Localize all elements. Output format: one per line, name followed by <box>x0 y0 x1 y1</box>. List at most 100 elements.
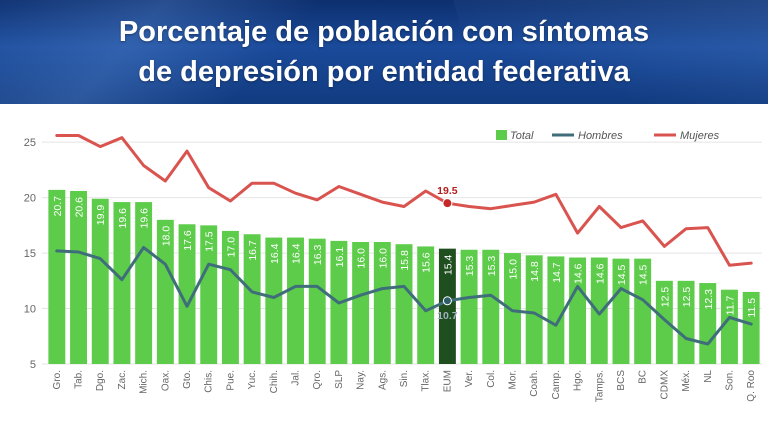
x-tick-label: Gro. <box>52 370 63 389</box>
bar-value-label: 15.3 <box>464 256 476 277</box>
bar-value-label: 19.9 <box>95 205 107 226</box>
bar-Camp. <box>547 256 565 364</box>
x-tick-label: Chih. <box>269 370 280 393</box>
y-tick-label: 20 <box>24 193 36 205</box>
bar-value-label: 18.0 <box>160 226 172 247</box>
legend-label-mujeres: Mujeres <box>680 130 720 142</box>
bar-BCS <box>612 258 630 364</box>
bar-value-label: 12.3 <box>703 289 715 310</box>
bar-labels: 20.7 20.6 19.9 19.6 19.6 18.0 17.6 17.5 17.0 16.7… <box>52 196 758 318</box>
bar-Oax. <box>156 219 174 364</box>
bar-value-label: 16.0 <box>377 248 389 269</box>
bar-BC <box>634 258 652 364</box>
legend-label-hombres: Hombres <box>578 130 623 142</box>
x-tick-label: Q. Roo <box>746 370 757 402</box>
bar-Dgo. <box>91 198 109 364</box>
bar-Yuc. <box>243 234 261 364</box>
bar-Mor. <box>504 253 521 364</box>
bar-value-label: 14.5 <box>616 264 628 285</box>
bar-Gro. <box>48 189 66 364</box>
bar-value-label: 17.5 <box>204 231 216 252</box>
page-title: Porcentaje de población con síntomas de … <box>0 12 768 92</box>
bar-Q. Roo <box>742 291 760 364</box>
bar-Zac. <box>113 202 131 364</box>
lines <box>55 134 753 346</box>
legend-swatch-total <box>496 130 507 140</box>
bar-value-label: 15.3 <box>486 256 498 277</box>
x-tick-label: Col. <box>486 370 497 388</box>
y-tick-label: 5 <box>30 359 36 371</box>
bar-Coah. <box>525 255 543 364</box>
x-tick-label: Camp. <box>551 370 562 399</box>
x-tick-label: Tlax. <box>421 370 432 392</box>
bar-value-label: 19.6 <box>139 208 151 229</box>
y-tick-label: 25 <box>24 137 36 149</box>
bar-Gto. <box>178 224 196 364</box>
bar-value-label: 16.0 <box>356 248 368 269</box>
depression-chart: 5 10 15 20 25 20.7 20.6 19.9 19.6 19.6 18.0 17.6 17… <box>24 130 762 403</box>
x-tick-label: Zac. <box>117 370 128 389</box>
bar-value-label: 15.6 <box>421 252 433 273</box>
title-line-2: de depresión por entidad federativa <box>138 56 630 88</box>
line-mujeres <box>55 134 753 267</box>
bar-value-label: 15.4 <box>442 254 454 275</box>
bar-Chis. <box>200 225 218 364</box>
bar-value-label: 16.4 <box>291 243 303 264</box>
bar-value-label: 16.1 <box>334 247 346 268</box>
x-tick-label: NL <box>703 370 714 383</box>
bar-Col. <box>482 249 500 364</box>
x-tick-label: CDMX <box>659 370 670 400</box>
bar-value-label: 15.8 <box>399 250 411 271</box>
bar-value-label: 19.6 <box>117 208 129 229</box>
title-banner: Porcentaje de población con síntomas de … <box>0 0 768 104</box>
x-tick-label: Gto. <box>182 370 193 389</box>
title-line-1: Porcentaje de población con síntomas <box>118 16 650 48</box>
x-tick-label: Coah. <box>529 370 540 397</box>
bars-total <box>48 189 760 364</box>
bar-value-label: 16.7 <box>247 240 259 261</box>
x-axis: Gro. Tab. Dgo. Zac. Mich. Oax. Gto. Chis. Pue. Yu… <box>52 370 757 403</box>
bar-Tlax. <box>417 246 435 364</box>
bar-Chih. <box>265 237 283 364</box>
y-axis: 5 10 15 20 25 <box>24 137 36 371</box>
bar-value-label: 12.5 <box>659 287 671 308</box>
bar-value-label: 14.6 <box>594 263 606 284</box>
bar-Méx. <box>677 280 695 364</box>
bar-Ags. <box>373 242 391 364</box>
x-tick-label: Pue. <box>225 370 236 391</box>
bar-CDMX <box>655 280 673 364</box>
x-tick-label: Hgo. <box>573 370 584 391</box>
x-tick-label: Dgo. <box>95 370 106 391</box>
x-tick-label: Ags. <box>377 370 388 390</box>
x-tick-label: EUM <box>442 370 453 392</box>
x-tick-label: Oax. <box>160 370 171 391</box>
bar-Tab. <box>70 190 88 364</box>
bar-Sin. <box>395 244 413 364</box>
bar-value-label: 14.6 <box>573 263 585 284</box>
bar-value-label: 14.8 <box>529 261 541 282</box>
bar-value-label: 20.6 <box>74 197 86 218</box>
bar-Nay. <box>352 242 370 364</box>
x-tick-label: Jal. <box>291 370 302 386</box>
marker-hombres <box>442 296 452 306</box>
bar-value-label: 14.7 <box>551 262 563 283</box>
bar-Tamps. <box>590 257 608 364</box>
bar-value-label: 15.0 <box>507 259 519 280</box>
y-tick-label: 10 <box>24 304 36 316</box>
bar-value-label: 17.6 <box>182 230 194 251</box>
x-tick-label: Méx. <box>681 370 692 392</box>
bar-value-label: 16.3 <box>312 245 324 266</box>
bar-value-label: 12.5 <box>681 287 693 308</box>
x-tick-label: Nay. <box>356 370 367 390</box>
annotations: 19.5 10.7 <box>437 185 458 322</box>
x-tick-label: BCS <box>616 370 627 391</box>
line-hombres <box>55 246 753 346</box>
x-tick-label: Mor. <box>507 370 518 389</box>
annotation-mujeres: 19.5 <box>437 185 458 197</box>
x-tick-label: Ver. <box>464 370 475 387</box>
x-tick-label: Qro. <box>312 370 323 389</box>
x-tick-label: SLP <box>334 370 345 389</box>
bar-Pue. <box>221 230 239 364</box>
x-tick-label: Son. <box>724 370 735 391</box>
x-tick-label: Chis. <box>204 370 215 393</box>
